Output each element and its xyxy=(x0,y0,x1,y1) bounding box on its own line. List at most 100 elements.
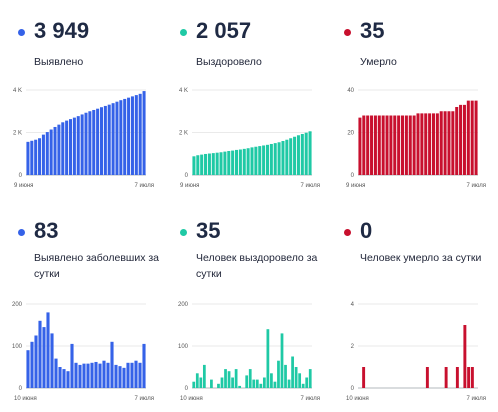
bar xyxy=(192,156,196,175)
bar xyxy=(45,132,49,175)
bar xyxy=(358,117,362,175)
bar xyxy=(238,385,242,388)
bar xyxy=(110,341,114,388)
bar xyxy=(455,107,459,175)
x-start-label: 9 июня xyxy=(14,183,33,189)
y-tick-label: 0 xyxy=(185,173,189,179)
y-tick-label: 4 K xyxy=(13,88,22,94)
bar xyxy=(74,362,78,388)
bar xyxy=(389,115,393,175)
bar xyxy=(408,115,412,175)
bar xyxy=(69,119,73,175)
bar xyxy=(122,367,126,388)
bar xyxy=(80,114,84,175)
bar xyxy=(242,148,246,175)
bar xyxy=(425,367,429,388)
bar xyxy=(401,115,405,175)
series-dot-icon xyxy=(180,229,187,236)
stat-value: 35 xyxy=(196,218,221,243)
bar xyxy=(269,143,273,175)
bar xyxy=(223,151,227,175)
bar xyxy=(90,362,94,388)
chart-daily-died: 0 2 4 10 июня 7 июля xyxy=(346,302,486,402)
bar xyxy=(428,113,432,175)
bar xyxy=(224,369,227,388)
bar xyxy=(94,361,98,388)
bar xyxy=(262,145,266,175)
bar xyxy=(98,363,102,388)
x-end-label: 7 июля xyxy=(301,396,320,402)
bar xyxy=(107,104,111,175)
bar xyxy=(200,154,204,175)
chart-daily-recovered: 0 100 200 10 июня 7 июля xyxy=(178,302,320,402)
bar xyxy=(289,138,293,175)
stat-value: 35 xyxy=(360,18,385,43)
y-tick-label: 40 xyxy=(347,88,354,94)
bar xyxy=(215,152,219,175)
bar xyxy=(46,312,50,388)
y-tick-label: 20 xyxy=(347,131,354,137)
bar xyxy=(397,115,401,175)
bar xyxy=(142,91,146,175)
bar xyxy=(262,377,266,388)
bar xyxy=(470,367,474,388)
bar xyxy=(130,96,134,175)
bar xyxy=(259,383,263,388)
x-start-label: 10 июня xyxy=(346,396,369,402)
bar xyxy=(26,141,30,175)
chart-daily-detected: 0 100 200 10 июня 7 июля xyxy=(12,302,154,402)
bar xyxy=(227,150,231,175)
bar xyxy=(217,383,220,388)
bar xyxy=(34,335,38,388)
bar xyxy=(42,327,46,388)
bar xyxy=(235,149,239,175)
bar xyxy=(53,126,57,175)
bar xyxy=(196,155,200,175)
bar xyxy=(444,367,448,388)
bar xyxy=(273,143,277,175)
bar xyxy=(111,103,115,175)
bar xyxy=(245,375,249,388)
stat-label: Выявлено xyxy=(34,56,84,68)
bar xyxy=(300,133,304,175)
series-dot-icon xyxy=(18,229,25,236)
bar xyxy=(96,108,100,175)
bar xyxy=(470,100,474,175)
bar xyxy=(84,112,88,175)
x-end-label: 7 июля xyxy=(135,396,154,402)
bar xyxy=(296,135,300,175)
y-tick-label: 0 xyxy=(351,173,355,179)
bar xyxy=(202,364,206,388)
bar xyxy=(192,381,196,388)
bar xyxy=(254,146,258,175)
x-end-label: 7 июля xyxy=(135,183,154,189)
bar xyxy=(72,117,76,175)
bar xyxy=(82,363,86,388)
y-tick-label: 4 xyxy=(351,302,355,308)
y-tick-label: 2 xyxy=(351,344,355,350)
bar xyxy=(305,377,309,388)
y-tick-label: 2 K xyxy=(13,131,22,137)
bar xyxy=(127,97,131,175)
bar xyxy=(106,362,110,388)
bar xyxy=(439,111,443,175)
bar xyxy=(119,100,123,175)
bar xyxy=(246,148,250,175)
bar xyxy=(211,153,215,175)
bar xyxy=(362,115,366,175)
y-tick-label: 100 xyxy=(178,344,189,350)
bar xyxy=(99,107,103,175)
bar xyxy=(126,362,130,388)
bar xyxy=(462,104,466,175)
bar xyxy=(231,377,234,388)
bar xyxy=(393,115,397,175)
bar xyxy=(250,147,254,175)
bar xyxy=(86,363,90,388)
bar xyxy=(207,153,211,175)
bar xyxy=(474,100,478,175)
bar xyxy=(293,136,297,175)
bar xyxy=(76,116,80,175)
bar xyxy=(381,115,385,175)
bar xyxy=(308,131,312,175)
bar xyxy=(466,100,470,175)
